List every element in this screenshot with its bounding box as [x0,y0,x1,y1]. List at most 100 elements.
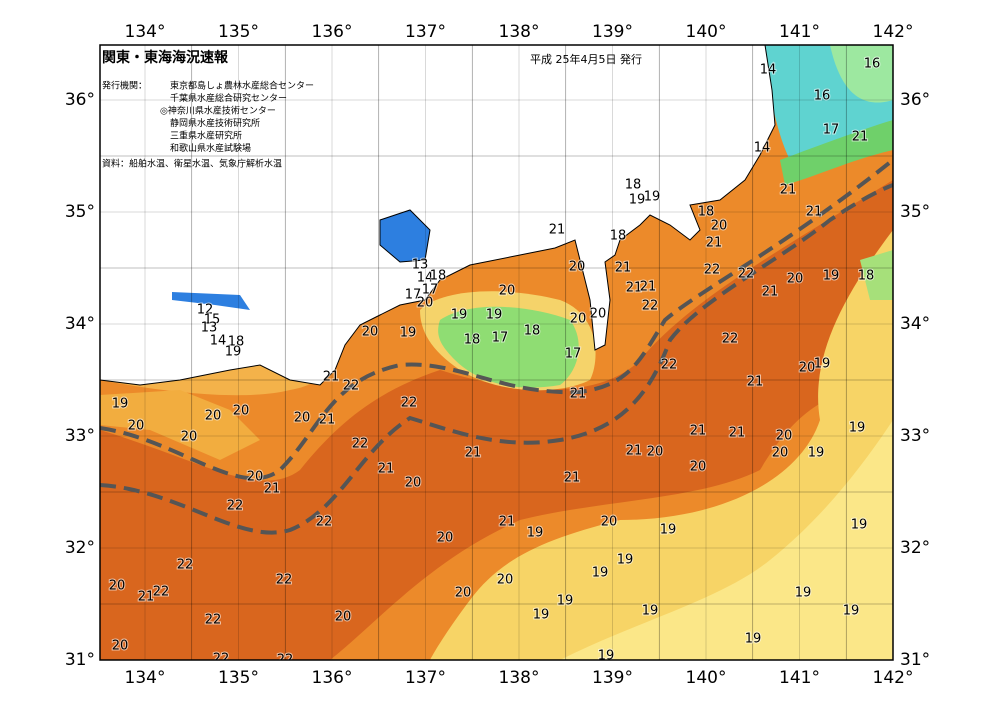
contour-label: 19 [823,269,840,284]
contour-label: 21 [780,183,797,198]
lon-label-bottom: 141° [779,668,820,688]
contour-label: 13 [201,321,218,336]
contour-label: 19 [533,608,550,623]
contour-label: 21 [706,236,723,251]
cool-area [430,230,893,660]
contour-label: 21 [549,223,566,238]
contour-label: 20 [128,419,145,434]
contour-label: 22 [213,652,230,667]
lon-label-bottom: 134° [125,668,166,688]
lat-label-right: 35° [900,202,930,222]
warm-core [100,180,893,660]
lat-label-left: 36° [65,90,95,110]
contour-label: 19 [795,586,812,601]
contour-label: 21 [762,285,779,300]
lat-label-right: 31° [900,650,930,670]
lat-label-left: 32° [65,538,95,558]
issuer-list: 東京都島しょ農林水産総合センター千葉県水産総合研究センター◎神奈川県水産技術セン… [160,80,314,155]
contour-label: 21 [499,515,516,530]
lat-label-right: 34° [900,314,930,334]
issuer-org: 東京都島しょ農林水産総合センター [170,80,314,92]
lon-label-bottom: 140° [686,668,727,688]
contour-label: 22 [352,437,369,452]
contour-label: 20 [799,361,816,376]
contour-label: 17 [492,331,509,346]
graticule [100,45,893,660]
lon-label-top: 138° [499,22,540,42]
contour-label: 21 [319,413,336,428]
contour-label: 20 [294,411,311,426]
issue-date: 平成 25年4月5日 発行 [530,52,642,66]
contour-label: 22 [153,585,170,600]
contour-label: 19 [814,357,831,372]
contour-label: 22 [227,499,244,514]
lon-label-bottom: 137° [405,668,446,688]
contour-label: 17 [823,123,840,138]
contour-label: 22 [704,263,721,278]
contour-label: 22 [642,299,659,314]
contour-label: 16 [814,89,831,104]
contour-label: 19 [849,421,866,436]
contour-label: 19 [557,594,574,609]
contour-label: 13 [412,258,429,273]
contour-label: 20 [590,307,607,322]
contour-label: 18 [464,333,481,348]
lon-label-top: 140° [686,22,727,42]
contour-label: 21 [729,426,746,441]
contour-label: 20 [499,284,516,299]
contour-label: 19 [598,649,615,664]
contour-label: 15 [204,313,221,328]
contour-label: 16 [864,57,881,72]
lat-label-right: 33° [900,426,930,446]
contour-label: 20 [570,312,587,327]
contour-label: 21 [747,375,764,390]
contour-label: 19 [660,523,677,538]
contour-label: 21 [378,462,395,477]
offshore-cold [860,250,893,300]
contour-label: 17 [405,288,422,303]
lon-label-top: 139° [592,22,633,42]
coastal-water-2 [100,390,260,460]
lat-label-left: 34° [65,314,95,334]
contour-label: 21 [690,424,707,439]
issuer-org: 千葉県水産総合研究センター [170,92,287,104]
contour-label: 18 [858,269,875,284]
front [780,120,893,185]
contour-label: 18 [430,269,447,284]
contour-label: 21 [852,130,869,145]
contour-label: 22 [276,573,293,588]
contour-label: 20 [362,325,379,340]
lat-label-left: 31° [65,650,95,670]
current-axis-past [100,183,893,535]
lon-label-bottom: 138° [499,668,540,688]
contour-label: 17 [565,347,582,362]
contour-label: 20 [112,639,129,654]
contour-label: 22 [316,515,333,530]
cold-current-2 [830,45,893,103]
lon-label-top: 134° [125,22,166,42]
lat-label-left: 35° [65,202,95,222]
issuer-org: 和歌山県水産試験場 [170,142,251,154]
issuer-org: ◎神奈川県水産技術センター [160,105,276,117]
lon-label-top: 135° [218,22,259,42]
contour-label: 20 [569,260,586,275]
lon-label-top: 141° [779,22,820,42]
contour-label: 21 [564,471,581,486]
contour-label: 20 [233,404,250,419]
contour-label: 19 [808,446,825,461]
contour-label: 22 [343,379,360,394]
contour-label: 20 [205,409,222,424]
contour-label: 22 [205,613,222,628]
contour-label: 12 [197,303,214,318]
contour-label: 20 [247,470,264,485]
lon-label-bottom: 142° [873,668,914,688]
contour-label: 18 [625,178,642,193]
lon-label-top: 142° [873,22,914,42]
contour-label: 22 [277,653,294,668]
contour-label: 14 [760,63,777,78]
lon-label-top: 136° [312,22,353,42]
contour-label: 20 [776,429,793,444]
contour-label: 21 [626,444,643,459]
